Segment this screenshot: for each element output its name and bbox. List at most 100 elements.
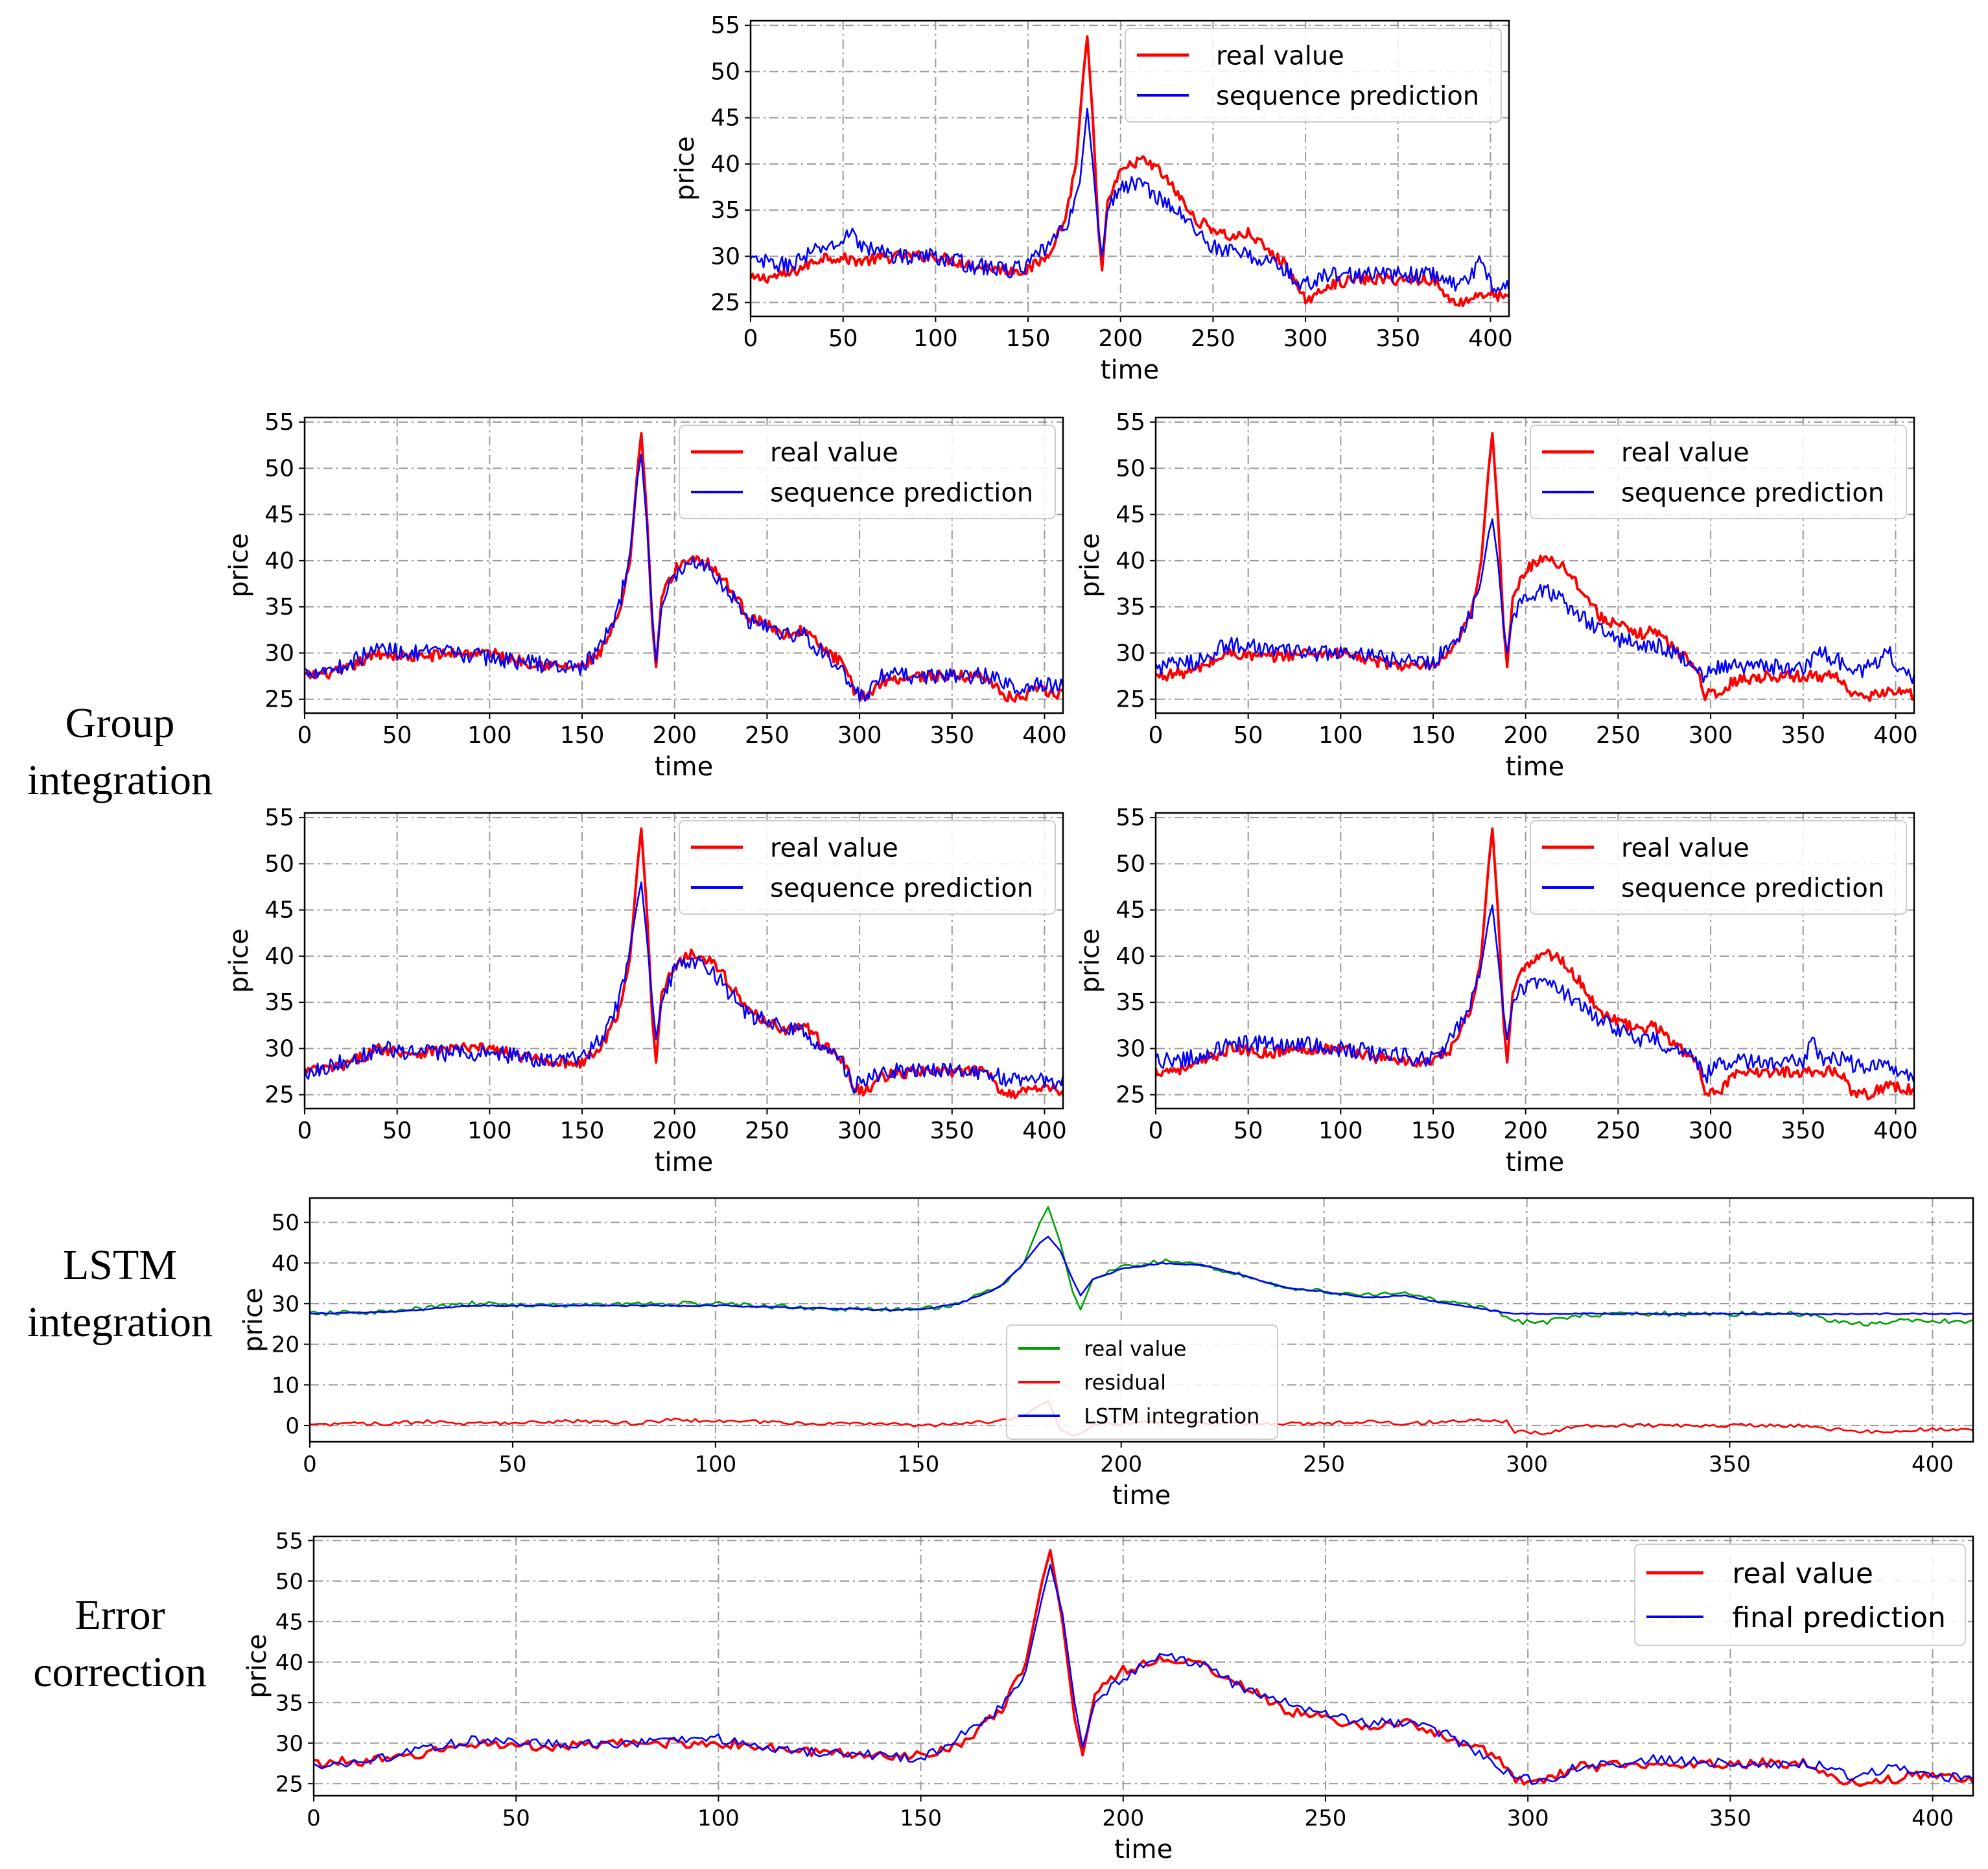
series-line-final-prediction bbox=[313, 1564, 1974, 1785]
x-tick-label: 400 bbox=[1873, 722, 1918, 749]
y-tick-label: 30 bbox=[1116, 1035, 1145, 1062]
group-integration-label: Group integration bbox=[0, 695, 240, 809]
series-line-sequence-prediction bbox=[1154, 518, 1915, 685]
plot-frame bbox=[303, 416, 1064, 714]
group-integration-label-line1: Group bbox=[65, 699, 175, 747]
y-tick-label: 25 bbox=[1116, 1082, 1145, 1109]
y-tick-label: 55 bbox=[710, 12, 740, 39]
legend-box bbox=[679, 425, 1056, 519]
y-tick-label: 50 bbox=[710, 58, 740, 85]
y-tick-label: 40 bbox=[1116, 548, 1145, 574]
x-tick-label: 250 bbox=[1596, 1118, 1641, 1144]
x-axis-label: time bbox=[1114, 1835, 1173, 1864]
x-tick-label: 350 bbox=[930, 1118, 974, 1144]
plot-frame bbox=[1154, 416, 1915, 714]
legend-box bbox=[1006, 1324, 1278, 1440]
series-line-sequence-prediction bbox=[304, 453, 1064, 703]
chart-lstm: 0 50 100 150 200 250 300 350 400 0 10 20 30 40 50 time p… bbox=[239, 1197, 1974, 1510]
y-tick-label: 45 bbox=[264, 897, 294, 924]
y-tick-label: 40 bbox=[272, 1251, 299, 1276]
x-tick-label: 300 bbox=[837, 1118, 882, 1144]
series-line-sequence-prediction bbox=[1154, 904, 1915, 1084]
x-tick-label: 200 bbox=[1098, 325, 1143, 352]
y-tick-label: 35 bbox=[275, 1690, 303, 1716]
plot-frame bbox=[749, 19, 1510, 318]
error-correction-label-line2: correction bbox=[33, 1649, 207, 1696]
x-tick-label: 0 bbox=[298, 722, 312, 749]
y-tick-label: 50 bbox=[1116, 455, 1145, 482]
x-tick-label: 350 bbox=[1709, 1452, 1751, 1477]
x-tick-label: 0 bbox=[1149, 722, 1164, 749]
y-tick-label: 35 bbox=[264, 989, 294, 1016]
y-tick-label: 40 bbox=[264, 548, 294, 574]
x-tick-label: 200 bbox=[1102, 1805, 1144, 1831]
series-line-real-value bbox=[1154, 432, 1915, 702]
legend-label: final prediction bbox=[1732, 1601, 1946, 1634]
plot-frame bbox=[303, 812, 1064, 1110]
x-tick-label: 400 bbox=[1873, 1118, 1918, 1144]
x-tick-label: 250 bbox=[1303, 1452, 1345, 1477]
y-tick-label: 55 bbox=[264, 805, 294, 831]
x-tick-label: 250 bbox=[1596, 722, 1641, 749]
legend: real value sequence prediction bbox=[1530, 425, 1907, 519]
y-axis-label: price bbox=[1075, 533, 1105, 598]
chart-group-1: 0 50 100 150 200 250 300 350 400 25 30 35 40 45 50 55 ti… bbox=[224, 409, 1067, 782]
x-axis-label: time bbox=[1112, 1481, 1171, 1510]
y-tick-label: 40 bbox=[710, 151, 740, 178]
legend-box bbox=[1125, 28, 1502, 123]
y-tick-label: 25 bbox=[264, 687, 294, 713]
series-line-sequence-prediction bbox=[749, 108, 1510, 294]
x-tick-label: 350 bbox=[1781, 1118, 1825, 1144]
y-tick-label: 40 bbox=[275, 1650, 303, 1676]
y-tick-label: 40 bbox=[1116, 943, 1145, 970]
x-tick-label: 100 bbox=[467, 1118, 512, 1144]
y-tick-label: 30 bbox=[1116, 640, 1145, 666]
error-correction-label: Error correction bbox=[0, 1587, 240, 1701]
series-line-real-value bbox=[749, 35, 1510, 307]
y-axis-label: price bbox=[224, 928, 254, 993]
y-tick-label: 50 bbox=[264, 455, 294, 482]
x-tick-label: 0 bbox=[1149, 1118, 1164, 1144]
x-tick-label: 350 bbox=[1375, 325, 1420, 352]
y-tick-label: 30 bbox=[264, 640, 294, 666]
legend-box bbox=[1530, 425, 1907, 519]
y-tick-label: 50 bbox=[272, 1210, 299, 1236]
x-tick-label: 150 bbox=[900, 1805, 942, 1831]
y-tick-label: 50 bbox=[1116, 851, 1145, 877]
x-tick-label: 300 bbox=[1689, 722, 1733, 749]
x-tick-label: 400 bbox=[1912, 1805, 1954, 1831]
x-axis-label: time bbox=[1506, 752, 1564, 782]
x-axis-label: time bbox=[655, 1147, 713, 1177]
legend: real value residual LSTM integration bbox=[1006, 1324, 1278, 1440]
x-tick-label: 100 bbox=[1318, 1118, 1363, 1144]
chart-group-3: 0 50 100 150 200 250 300 350 400 25 30 35 40 45 50 55 ti… bbox=[224, 805, 1067, 1177]
x-tick-label: 100 bbox=[913, 325, 958, 352]
x-tick-label: 300 bbox=[837, 722, 882, 749]
x-tick-label: 400 bbox=[1468, 325, 1513, 352]
x-tick-label: 250 bbox=[745, 722, 789, 749]
legend: real value sequence prediction bbox=[1125, 28, 1502, 123]
series-line-real-value bbox=[1154, 827, 1915, 1101]
x-tick-label: 300 bbox=[1507, 1805, 1549, 1831]
x-axis-label: time bbox=[1506, 1147, 1564, 1177]
x-tick-label: 100 bbox=[694, 1452, 736, 1477]
chart-group-4: 0 50 100 150 200 250 300 350 400 25 30 35 40 45 50 55 ti… bbox=[1075, 805, 1918, 1177]
y-tick-label: 35 bbox=[710, 197, 740, 224]
plot-frame bbox=[1154, 812, 1915, 1110]
y-tick-label: 30 bbox=[710, 243, 740, 270]
x-tick-label: 200 bbox=[1503, 1118, 1548, 1144]
x-tick-label: 400 bbox=[1912, 1452, 1954, 1477]
y-tick-label: 55 bbox=[275, 1528, 303, 1554]
legend-label: real value bbox=[770, 833, 898, 863]
x-tick-label: 0 bbox=[307, 1805, 321, 1831]
x-axis-label: time bbox=[655, 752, 713, 782]
series-line-LSTM-integration bbox=[309, 1236, 1974, 1315]
legend: real value sequence prediction bbox=[679, 425, 1056, 519]
legend-label: real value bbox=[1732, 1557, 1873, 1590]
error-correction-label-line1: Error bbox=[75, 1592, 165, 1639]
y-tick-label: 55 bbox=[1116, 409, 1145, 436]
legend-label: real value bbox=[1621, 438, 1749, 467]
legend-label: real value bbox=[1216, 41, 1344, 71]
x-tick-label: 250 bbox=[1305, 1805, 1347, 1831]
legend: real value final prediction bbox=[1634, 1544, 1966, 1646]
